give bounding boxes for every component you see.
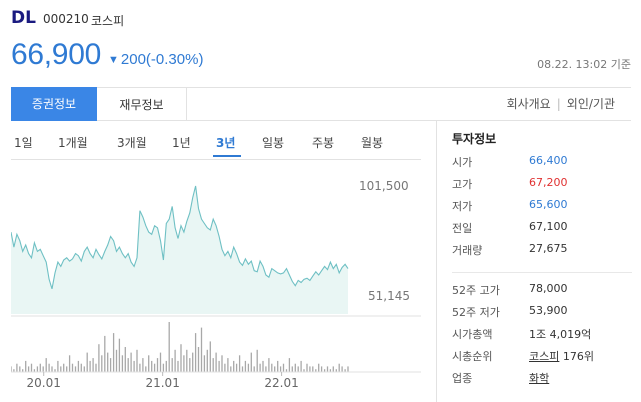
rank-value: 176위 [562, 350, 594, 363]
period-option[interactable]: 3개월 [117, 136, 147, 150]
period-option[interactable]: 주봉 [312, 136, 335, 150]
x-tick-label: 20.01 [27, 376, 61, 390]
info-label: 시총순위 [452, 350, 493, 363]
info-label: 시가 [452, 156, 473, 169]
tab-financial-info[interactable]: 재무정보 [97, 87, 187, 121]
stock-header: DL 000210 코스피 66,900 ▼ 200(-0.30%) 08.22.… [0, 0, 641, 86]
industry-link[interactable]: 화학 [529, 372, 550, 385]
price-chart-svg: 20.01 21.01 22.01 [11, 185, 421, 390]
investment-info-panel: 투자정보 시가 66,400 고가 67,200 저가 65,600 전일 67,100 거래량… [452, 130, 632, 385]
y-axis-low-label: 51,145 [368, 289, 410, 303]
timestamp: 08.22. 13:02 기준 [537, 58, 631, 71]
info-value: 78,000 [529, 282, 568, 295]
info-value: 53,900 [529, 304, 568, 317]
vertical-divider [436, 121, 437, 402]
top-links: 회사개요 | 외인/기관 [506, 97, 615, 111]
info-value: 67,100 [529, 220, 568, 233]
info-label: 전일 [452, 222, 473, 235]
x-tick-label: 21.01 [145, 376, 179, 390]
market-link[interactable]: 코스피 [529, 350, 560, 363]
current-price: 66,900 [11, 38, 101, 71]
info-label: 저가 [452, 200, 473, 213]
price-line [11, 185, 349, 290]
info-label: 거래량 [452, 244, 483, 257]
foreign-institution-link[interactable]: 외인/기관 [566, 97, 615, 111]
down-arrow-icon: ▼ [108, 54, 119, 66]
info-value: 1조 4,019억 [529, 328, 592, 341]
period-option[interactable]: 일봉 [262, 136, 285, 150]
info-label: 52주 고가 [452, 284, 500, 297]
period-selector: 1일 1개월 3개월 1년 3년 일봉 주봉 월봉 [11, 130, 421, 160]
y-axis-high-label: 101,500 [359, 179, 409, 193]
price-chart: 20.01 21.01 22.01 101,500 51,145 [11, 166, 421, 402]
period-option[interactable]: 1개월 [58, 136, 88, 150]
info-label: 업종 [452, 372, 473, 385]
period-option[interactable]: 3년 [216, 136, 236, 150]
period-option[interactable]: 월봉 [361, 136, 384, 150]
tab-securities-info[interactable]: 증권정보 [11, 87, 97, 121]
price-change-value: 200(-0.30%) [120, 51, 204, 68]
info-label: 52주 저가 [452, 306, 500, 319]
price-change: ▼ 200(-0.30%) [108, 51, 203, 68]
stock-code: 000210 [43, 12, 89, 26]
period-option[interactable]: 1일 [14, 136, 33, 150]
info-separator [452, 272, 632, 273]
price-area-fill [11, 186, 348, 314]
stock-market: 코스피 [91, 14, 125, 28]
info-value: 65,600 [529, 198, 568, 211]
info-value: 66,400 [529, 154, 568, 167]
investment-info-title: 투자정보 [452, 132, 497, 146]
info-label: 시가총액 [452, 328, 493, 341]
info-label: 고가 [452, 178, 473, 191]
info-value: 27,675 [529, 242, 568, 255]
active-period-underline [213, 155, 241, 157]
company-overview-link[interactable]: 회사개요 [506, 97, 551, 111]
stock-name: DL [11, 8, 36, 28]
section-tabs: 증권정보 재무정보 회사개요 | 외인/기관 [11, 87, 631, 121]
info-value: 67,200 [529, 176, 568, 189]
info-value: 코스피 176위 [529, 348, 641, 364]
period-option[interactable]: 1년 [172, 136, 191, 150]
x-tick-label: 22.01 [264, 376, 298, 390]
